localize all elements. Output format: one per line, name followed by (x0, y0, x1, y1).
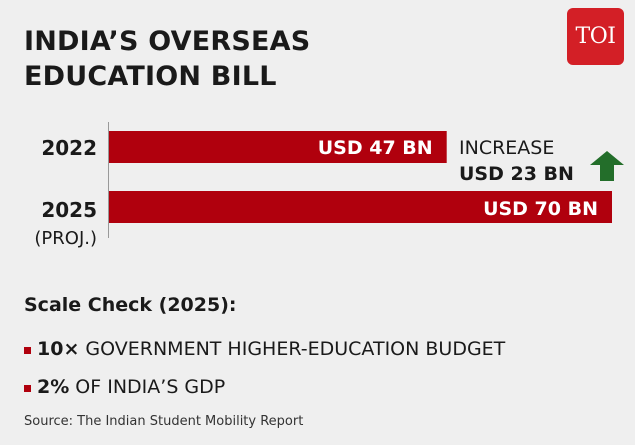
scale-item-highlight: 10× (37, 338, 80, 360)
bar-2022 (109, 131, 447, 163)
title-line-2: EDUCATION BILL (24, 61, 277, 92)
category-sublabel-2025: (PROJ.) (34, 228, 97, 249)
title-line-1: INDIA’S OVERSEAS (24, 26, 311, 57)
scale-item-text: OF INDIA’S GDP (69, 376, 226, 398)
category-label-2022: 2022 (41, 136, 97, 160)
scale-item-highlight: 2% (37, 376, 70, 398)
scale-check-heading: Scale Check (2025): (24, 294, 237, 316)
data-label-2025: USD 70 BN (483, 198, 598, 220)
scale-item-text: GOVERNMENT HIGHER-EDUCATION BUDGET (79, 338, 506, 360)
bar-2025 (109, 191, 612, 223)
chart-title: INDIA’S OVERSEAS EDUCATION BILL (24, 24, 310, 94)
up-arrow-icon (590, 151, 624, 181)
toi-logo: TOI (567, 8, 624, 65)
scale-check-item: 2% OF INDIA’S GDP (24, 376, 225, 398)
bullet-square-icon (24, 347, 31, 354)
bullet-square-icon (24, 385, 31, 392)
source-note: Source: The Indian Student Mobility Repo… (24, 414, 304, 429)
increase-label: INCREASE (459, 137, 554, 159)
category-label-2025: 2025 (41, 198, 97, 222)
data-label-2022: USD 47 BN (318, 137, 433, 159)
scale-check-item: 10× GOVERNMENT HIGHER-EDUCATION BUDGET (24, 338, 505, 360)
increase-value: USD 23 BN (459, 163, 574, 185)
